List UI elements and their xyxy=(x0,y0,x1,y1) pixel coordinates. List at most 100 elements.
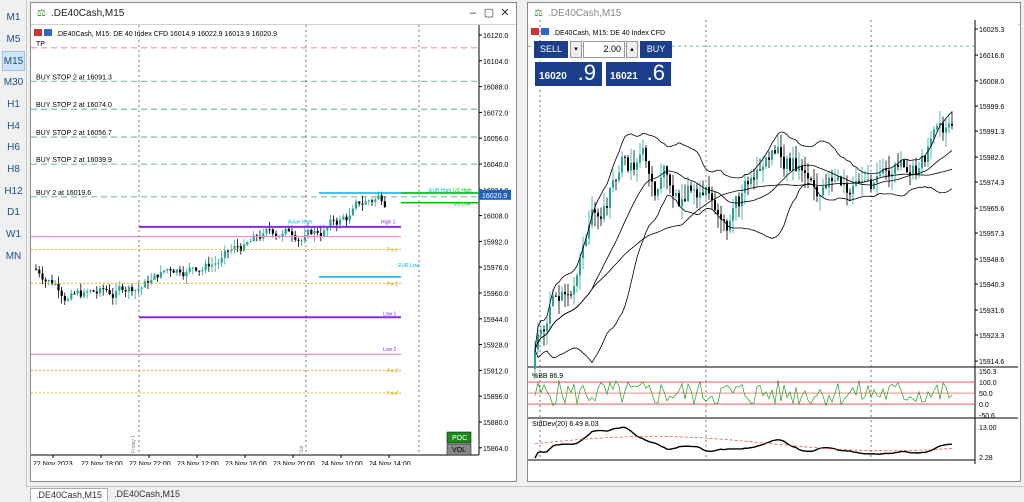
price-tick-label: 16056.0 xyxy=(483,136,508,143)
candle-body xyxy=(255,235,258,237)
timeframe-h4-button[interactable]: H4 xyxy=(7,120,20,132)
candle-body xyxy=(323,230,326,237)
time-tick-label: 22 Nov 2023 xyxy=(33,461,73,465)
candle-body xyxy=(118,286,121,291)
chart-tab-1[interactable]: .DE40Cash,M15 xyxy=(30,488,109,501)
candle-body xyxy=(723,219,725,222)
candle-body xyxy=(243,244,246,251)
candle-body xyxy=(585,238,587,246)
candle-body xyxy=(291,231,294,236)
buy-price[interactable]: 16021 .6 xyxy=(605,60,672,87)
candle-body xyxy=(693,189,695,191)
order-label: TP xyxy=(36,41,45,48)
low1-label: Low 1 xyxy=(383,312,397,318)
minimize-button[interactable]: – xyxy=(469,7,477,19)
candle-body xyxy=(41,273,44,280)
timeframe-h1-button[interactable]: H1 xyxy=(7,98,20,110)
candle-body xyxy=(783,156,785,169)
candle-body xyxy=(579,258,581,276)
candle-body xyxy=(582,245,584,259)
poc2-label: Poc2 xyxy=(387,281,399,287)
us-high-label: US High xyxy=(453,188,472,194)
time-tick-label: 23 Nov 12:00 xyxy=(177,461,219,465)
price-tick-label: 15923.3 xyxy=(979,333,1004,340)
candle-body xyxy=(300,240,303,242)
candle-body xyxy=(903,160,905,168)
candle-body xyxy=(633,162,635,170)
candle-body xyxy=(771,150,773,160)
candle-body xyxy=(335,220,338,225)
poc3-label: Poc3 xyxy=(387,368,399,374)
candle-body xyxy=(735,196,737,208)
price-tick-label: 15931.6 xyxy=(979,308,1004,315)
candle-body xyxy=(371,200,374,202)
chart-tab-2[interactable]: .DE40Cash,M15 xyxy=(114,489,181,499)
time-tick-label: 22 Nov 22:00 xyxy=(129,461,171,465)
candle-body xyxy=(214,263,217,265)
candle-body xyxy=(678,193,680,207)
sell-button[interactable]: SELL xyxy=(534,41,568,58)
candle-body xyxy=(648,161,650,174)
candle-body xyxy=(60,290,63,296)
timeframe-h12-button[interactable]: H12 xyxy=(4,185,23,197)
right-price-chart[interactable]: .DE40Cash, M15: DE 40 Index CFD 16025.3 16… xyxy=(528,20,1018,464)
price-tick-label: 16025.3 xyxy=(979,27,1004,34)
candle-body xyxy=(83,292,86,297)
bb-tick-label: 150.3 xyxy=(979,369,997,376)
timeframe-d1-button[interactable]: D1 xyxy=(7,207,20,219)
maximize-button[interactable]: ▢ xyxy=(483,7,495,19)
candle-body xyxy=(124,289,127,292)
price-tick-label: 15940.3 xyxy=(979,282,1004,289)
timeframe-m30-button[interactable]: M30 xyxy=(3,77,24,89)
candle-body xyxy=(849,192,851,195)
candle-body xyxy=(570,294,572,296)
timeframe-w1-button[interactable]: W1 xyxy=(6,229,21,240)
candle-body xyxy=(642,147,644,155)
candle-body xyxy=(380,195,383,202)
buy-button[interactable]: BUY xyxy=(640,41,672,58)
bollinger-middle xyxy=(534,149,953,350)
chart-window-icon: ⚖ xyxy=(534,8,543,19)
separator-label: Friday 1 xyxy=(131,435,137,453)
price-tick-label: 15957.3 xyxy=(979,231,1004,238)
timeframe-m15-button[interactable]: M15 xyxy=(2,51,25,72)
candle-body xyxy=(768,157,770,160)
sell-price[interactable]: 16020 .9 xyxy=(534,60,603,87)
price-tick-label: 15928.0 xyxy=(483,343,508,350)
vol-toggle-button[interactable] xyxy=(446,443,472,456)
candle-body xyxy=(179,269,182,273)
candle-body xyxy=(786,158,788,169)
order-label: BUY STOP 2 at 16039.9 xyxy=(36,157,112,164)
candle-body xyxy=(852,185,854,195)
candle-body xyxy=(630,162,632,171)
close-button[interactable]: ✕ xyxy=(500,7,510,19)
candle-body xyxy=(858,181,860,183)
timeframe-m1-button[interactable]: M1 xyxy=(6,12,21,23)
timeframe-m5-button[interactable]: M5 xyxy=(6,33,21,45)
candle-body xyxy=(684,199,686,202)
candle-body xyxy=(774,150,776,154)
bollinger-lower xyxy=(534,183,953,364)
candle-body xyxy=(329,219,332,228)
candle-body xyxy=(900,160,902,167)
candle-body xyxy=(813,179,815,187)
candle-body xyxy=(246,242,249,245)
poc-toggle-button[interactable] xyxy=(446,431,472,444)
lot-size-input[interactable]: 2.00 xyxy=(583,41,625,58)
timeframe-h8-button[interactable]: H8 xyxy=(7,163,20,175)
lot-increase-button[interactable]: ▴ xyxy=(626,41,638,58)
order-label: BUY STOP 2 at 16056.7 xyxy=(36,130,112,137)
left-price-chart[interactable]: .DE40Cash, M15: DE 40 Index CFD 16014.9 … xyxy=(31,25,511,465)
candle-body xyxy=(732,207,734,221)
candle-body xyxy=(636,162,638,170)
price-tick-label: 15992.0 xyxy=(483,239,508,246)
timeframe-mn-button[interactable]: MN xyxy=(5,250,22,262)
candle-body xyxy=(702,192,704,196)
stddev-line xyxy=(534,426,953,459)
timeframe-h6-button[interactable]: H6 xyxy=(7,142,20,154)
candle-body xyxy=(675,193,677,196)
candle-body xyxy=(169,268,172,271)
candle-body xyxy=(906,167,908,173)
candle-body xyxy=(864,180,866,182)
lot-decrease-button[interactable]: ▾ xyxy=(570,41,582,58)
